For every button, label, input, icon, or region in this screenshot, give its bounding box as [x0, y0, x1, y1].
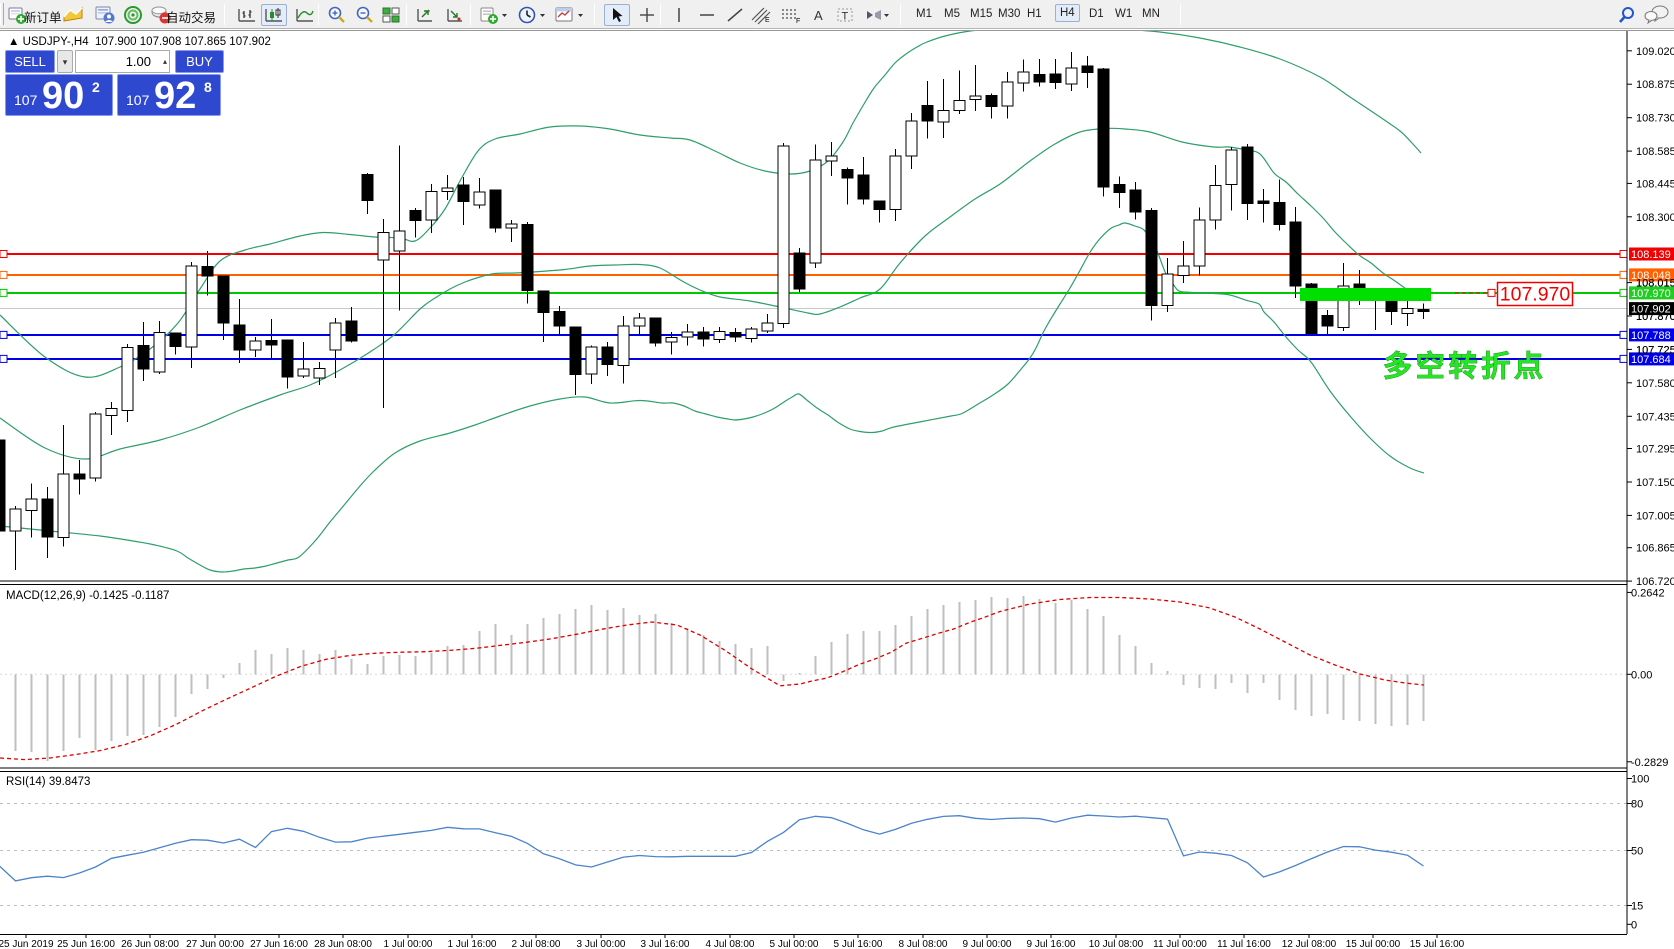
svg-text:108.875: 108.875 [1636, 79, 1674, 91]
svg-text:107.902: 107.902 [1631, 304, 1671, 316]
svg-text:11 Jul 00:00: 11 Jul 00:00 [1153, 939, 1207, 949]
svg-text:107.150: 107.150 [1636, 477, 1674, 489]
svg-text:25 Jun 16:00: 25 Jun 16:00 [57, 939, 115, 949]
svg-text:0.2642: 0.2642 [1631, 587, 1665, 599]
svg-text:F: F [796, 18, 800, 25]
svg-text:E: E [765, 17, 770, 24]
svg-text:26 Jun 08:00: 26 Jun 08:00 [121, 939, 179, 949]
svg-text:107.005: 107.005 [1636, 510, 1674, 522]
svg-text:107.295: 107.295 [1636, 444, 1674, 456]
svg-text:多空转折点: 多空转折点 [1383, 349, 1543, 383]
svg-text:107.788: 107.788 [1631, 330, 1671, 342]
svg-text:100: 100 [1631, 774, 1649, 786]
svg-text:107.970: 107.970 [1500, 284, 1571, 306]
svg-text:RSI(14) 39.8473: RSI(14) 39.8473 [6, 776, 90, 788]
svg-text:-0.2829: -0.2829 [1631, 757, 1668, 769]
svg-text:108.445: 108.445 [1636, 178, 1674, 190]
svg-text:15 Jul 16:00: 15 Jul 16:00 [1410, 939, 1465, 949]
svg-text:0.00: 0.00 [1631, 669, 1652, 681]
svg-text:108.048: 108.048 [1631, 270, 1671, 282]
svg-text:3 Jul 16:00: 3 Jul 16:00 [641, 939, 690, 949]
svg-text:27 Jun 00:00: 27 Jun 00:00 [186, 939, 244, 949]
svg-text:15 Jul 00:00: 15 Jul 00:00 [1346, 939, 1401, 949]
svg-text:28 Jun 08:00: 28 Jun 08:00 [314, 939, 372, 949]
svg-text:12 Jul 08:00: 12 Jul 08:00 [1282, 939, 1337, 949]
svg-text:108.730: 108.730 [1636, 113, 1674, 125]
svg-text:106.720: 106.720 [1636, 576, 1674, 588]
svg-text:80: 80 [1631, 799, 1643, 811]
svg-text:108.139: 108.139 [1631, 249, 1671, 261]
svg-text:A: A [814, 8, 823, 23]
svg-text:9 Jul 00:00: 9 Jul 00:00 [963, 939, 1012, 949]
svg-text:107.870: 107.870 [1636, 311, 1674, 323]
svg-text:▲ USDJPY-,H4 107.900 107.908: ▲ USDJPY-,H4 107.900 107.908 107.865 107… [8, 36, 271, 48]
svg-text:11 Jul 16:00: 11 Jul 16:00 [1217, 939, 1271, 949]
svg-text:2 Jul 08:00: 2 Jul 08:00 [512, 939, 561, 949]
svg-text:106.865: 106.865 [1636, 543, 1674, 555]
svg-text:107.580: 107.580 [1636, 378, 1674, 390]
svg-text:15: 15 [1631, 901, 1643, 913]
svg-text:109.020: 109.020 [1636, 46, 1674, 58]
svg-text:1 Jul 00:00: 1 Jul 00:00 [384, 939, 433, 949]
svg-text:5 Jul 00:00: 5 Jul 00:00 [770, 939, 819, 949]
svg-text:108.585: 108.585 [1636, 146, 1674, 158]
svg-text:8 Jul 08:00: 8 Jul 08:00 [899, 939, 948, 949]
svg-text:9 Jul 16:00: 9 Jul 16:00 [1027, 939, 1076, 949]
svg-text:T: T [842, 11, 849, 23]
svg-text:MACD(12,26,9) -0.1425 -0.1187: MACD(12,26,9) -0.1425 -0.1187 [6, 590, 169, 602]
svg-text:108.015: 108.015 [1636, 278, 1674, 290]
svg-text:25 Jun 2019: 25 Jun 2019 [0, 939, 54, 949]
svg-text:107.684: 107.684 [1631, 354, 1671, 366]
svg-text:1 Jul 16:00: 1 Jul 16:00 [448, 939, 497, 949]
svg-text:5 Jul 16:00: 5 Jul 16:00 [834, 939, 883, 949]
svg-text:107.970: 107.970 [1631, 288, 1671, 300]
svg-text:4 Jul 08:00: 4 Jul 08:00 [706, 939, 755, 949]
svg-text:108.300: 108.300 [1636, 212, 1674, 224]
svg-text:10 Jul 08:00: 10 Jul 08:00 [1089, 939, 1144, 949]
svg-text:0: 0 [1631, 919, 1637, 931]
svg-text:107.435: 107.435 [1636, 411, 1674, 423]
svg-text:50: 50 [1631, 846, 1643, 858]
svg-text:3 Jul 00:00: 3 Jul 00:00 [577, 939, 626, 949]
svg-text:107.725: 107.725 [1636, 344, 1674, 356]
svg-text:27 Jun 16:00: 27 Jun 16:00 [250, 939, 308, 949]
